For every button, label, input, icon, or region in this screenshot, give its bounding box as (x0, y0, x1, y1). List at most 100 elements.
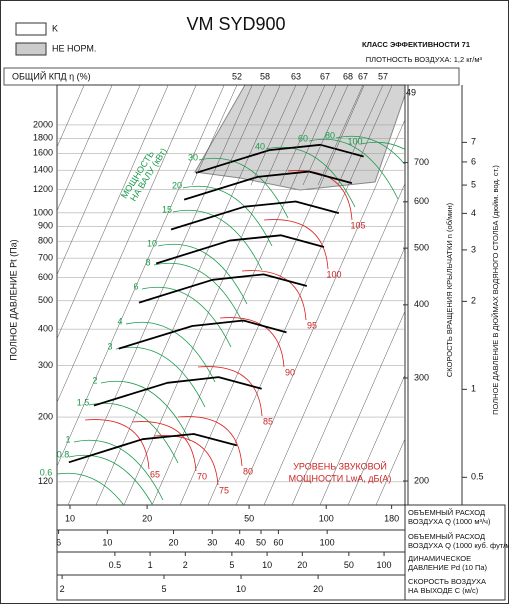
efficiency-value: 52 (232, 71, 242, 81)
power-value: 15 (162, 204, 172, 214)
power-curve (157, 243, 248, 305)
power-curve (360, 141, 405, 150)
y-tick-label: 1400 (33, 165, 53, 175)
x2-tick-label: 20 (313, 584, 323, 594)
y-tick-label: 400 (38, 323, 53, 333)
y-tick-label: 800 (38, 236, 53, 246)
x2-tick-label: 2 (60, 584, 65, 594)
x2-tick-label: 100 (320, 537, 335, 547)
power-value: 0.6 (40, 467, 53, 477)
x2-tick-label: 30 (207, 537, 217, 547)
y-tick-label: 300 (38, 360, 53, 370)
power-curve (100, 380, 191, 442)
resistance-line (57, 85, 169, 340)
power-curve (172, 209, 263, 271)
axis-label: ОБЪЕМНЫЙ РАСХОД (408, 532, 485, 541)
speed-axis-label: СКОРОСТЬ ВРАЩЕНИЯ КРЫЛЬЧАТКИ n (об/мин) (445, 202, 454, 377)
noise-label: МОЩНОСТИ LwA, дБ(А) (289, 473, 392, 483)
power-curve (125, 321, 216, 383)
resistance-line (263, 182, 405, 505)
legend-swatch (15, 22, 47, 36)
power-value: 0.8 (57, 449, 70, 459)
speed-tick-label: 600 (414, 196, 429, 206)
power-value: 10 (147, 238, 157, 248)
efficiency-value: 67 (320, 71, 330, 81)
x2-tick-label: 5 (229, 560, 234, 570)
efficiency-guide (317, 84, 364, 186)
resistance-line (151, 85, 337, 505)
power-curve (308, 138, 399, 200)
x2-tick-label: 60 (273, 537, 283, 547)
fan-curve (138, 273, 308, 304)
efficiency-guide (250, 84, 297, 186)
power-value: 1 (65, 434, 70, 444)
x2-tick-label: 50 (344, 560, 354, 570)
power-value: 4 (117, 316, 122, 326)
efficiency-guide (302, 84, 349, 186)
y-tick-label: 600 (38, 272, 53, 282)
fan-curve (68, 433, 238, 464)
fan-curve (195, 143, 364, 174)
y-tick-label: 1800 (33, 133, 53, 143)
power-curve (115, 346, 206, 408)
speed-top-label: 49 (406, 87, 416, 97)
x-tick-label: 100 (319, 513, 334, 523)
power-value: 60 (298, 133, 308, 143)
x2-tick-label: 20 (169, 537, 179, 547)
power-curve (57, 472, 125, 505)
efficiency-label: ОБЩИЙ КПД η (%) (12, 70, 91, 81)
legend-label: НЕ НОРМ. (52, 43, 96, 53)
noise-curve (131, 421, 197, 472)
inch-axis-label: ПОЛНОЕ ДАВЛЕНИЕ В ДЮЙМАХ ВОДЯНОГО СТОЛБА… (491, 165, 500, 415)
x-tick-label: 10 (65, 513, 75, 523)
noise-curve (287, 170, 353, 221)
efficiency-guide (219, 84, 266, 186)
power-curve (335, 135, 405, 166)
y-tick-label: 900 (38, 221, 53, 231)
power-value: 3 (107, 341, 112, 351)
axis-label: ДАВЛЕНИЕ Pd (10 Па) (408, 563, 488, 572)
resistance-line (347, 374, 405, 505)
speed-tick-label: 400 (414, 299, 429, 309)
resistance-line (57, 85, 197, 404)
resistance-line (207, 85, 393, 505)
noise-value: 85 (263, 416, 273, 426)
efficiency-value: 68 (343, 71, 353, 81)
speed-tick-label: 300 (414, 372, 429, 382)
fan-curve (155, 234, 325, 265)
power-value: 20 (172, 180, 182, 190)
efficiency-class: КЛАСС ЭФФЕКТИВНОСТИ 71 (362, 40, 470, 49)
y-axis-label: ПОЛНОЕ ДАВЛЕНИЕ Pt (Па) (8, 239, 18, 360)
efficiency-guide (191, 84, 238, 186)
noise-value: 80 (243, 466, 253, 476)
noise-curve (263, 219, 329, 270)
resistance-line (57, 85, 225, 467)
x2-tick-label: 50 (256, 537, 266, 547)
noise-value: 100 (326, 269, 341, 279)
noise-value: 105 (350, 220, 365, 230)
plot-layer (57, 85, 405, 505)
x-tick-label: 20 (142, 513, 152, 523)
axis-label: ВОЗДУХА Q (1000 м³/ч) (408, 517, 491, 526)
axis-label: ВОЗДУХА Q (1000 куб. фут/мин) (408, 541, 509, 550)
inch-tick-label: 3 (471, 244, 476, 254)
inch-tick-label: 1 (471, 384, 476, 394)
fan-curve (118, 319, 287, 350)
resistance-line (235, 119, 405, 505)
axis-label: НА ВЫХОДЕ C (м/с) (408, 586, 479, 595)
power-curve (73, 439, 164, 501)
x2-tick-label: 20 (297, 560, 307, 570)
power-value: 1.5 (77, 397, 90, 407)
x2-tick-label: 5 (161, 584, 166, 594)
axis-label: ОБЪЕМНЫЙ РАСХОД (408, 508, 485, 517)
noise-value: 65 (150, 469, 160, 479)
x2-tick-label: 10 (236, 584, 246, 594)
x-tick-label: 50 (244, 513, 254, 523)
resistance-line (95, 85, 281, 505)
y-tick-label: 2000 (33, 119, 53, 129)
efficiency-guide (279, 84, 326, 186)
legend-swatch (15, 42, 47, 56)
efficiency-guide (337, 84, 384, 186)
inch-tick-label: 7 (471, 137, 476, 147)
